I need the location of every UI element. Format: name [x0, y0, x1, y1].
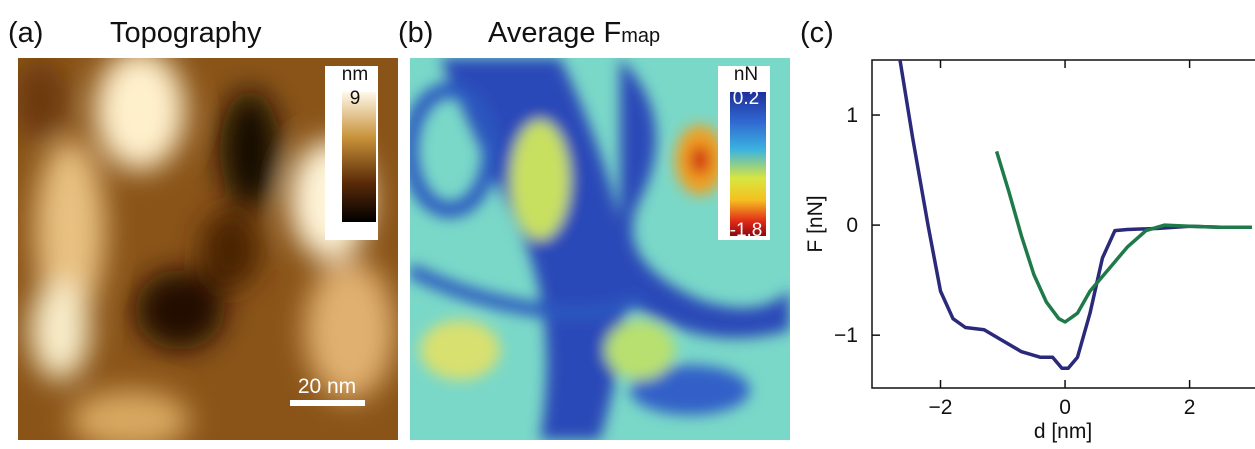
y-tick-label: 0: [846, 214, 858, 237]
force-curve: [997, 151, 1252, 322]
y-tick-label: −1: [834, 324, 858, 347]
force-curve-chart: −2 0 2 −1 0 1 d [nm] F [nN]: [804, 60, 1255, 443]
panel-letter: (a): [8, 17, 43, 49]
x-tick-label: 0: [1059, 396, 1071, 419]
title-text: Average F: [488, 17, 621, 49]
y-tick-label: 1: [846, 104, 858, 127]
panel-letter: (b): [398, 17, 433, 49]
x-axis-label: d [nm]: [1034, 420, 1092, 443]
x-tick-label: 2: [1184, 396, 1196, 419]
colorbar: [342, 92, 376, 222]
title-subscript: map: [621, 25, 660, 47]
scale-bar-label: 20 nm: [298, 375, 356, 398]
scale-bar: [290, 400, 365, 406]
colorbar-max: 0.2: [733, 88, 759, 109]
colorbar-min: 0: [350, 220, 361, 241]
figure: nm 9 0 20 nm (a) Topography nN 0.2 -1.8 …: [0, 0, 1255, 444]
panel-letter: (c): [800, 17, 834, 49]
y-axis-label: F [nN]: [804, 195, 827, 252]
plot-area: [900, 60, 1252, 368]
colorbar-unit: nm: [342, 64, 368, 85]
colorbar-unit: nN: [734, 64, 758, 85]
panel-title: Topography: [110, 17, 262, 49]
colorbar-min: -1.8: [730, 220, 763, 241]
colorbar-max: 9: [350, 88, 361, 109]
colorbar: [730, 92, 766, 236]
panel-title: Average Fmap: [488, 17, 660, 49]
x-tick-label: −2: [929, 396, 953, 419]
force-curve: [900, 60, 1252, 368]
